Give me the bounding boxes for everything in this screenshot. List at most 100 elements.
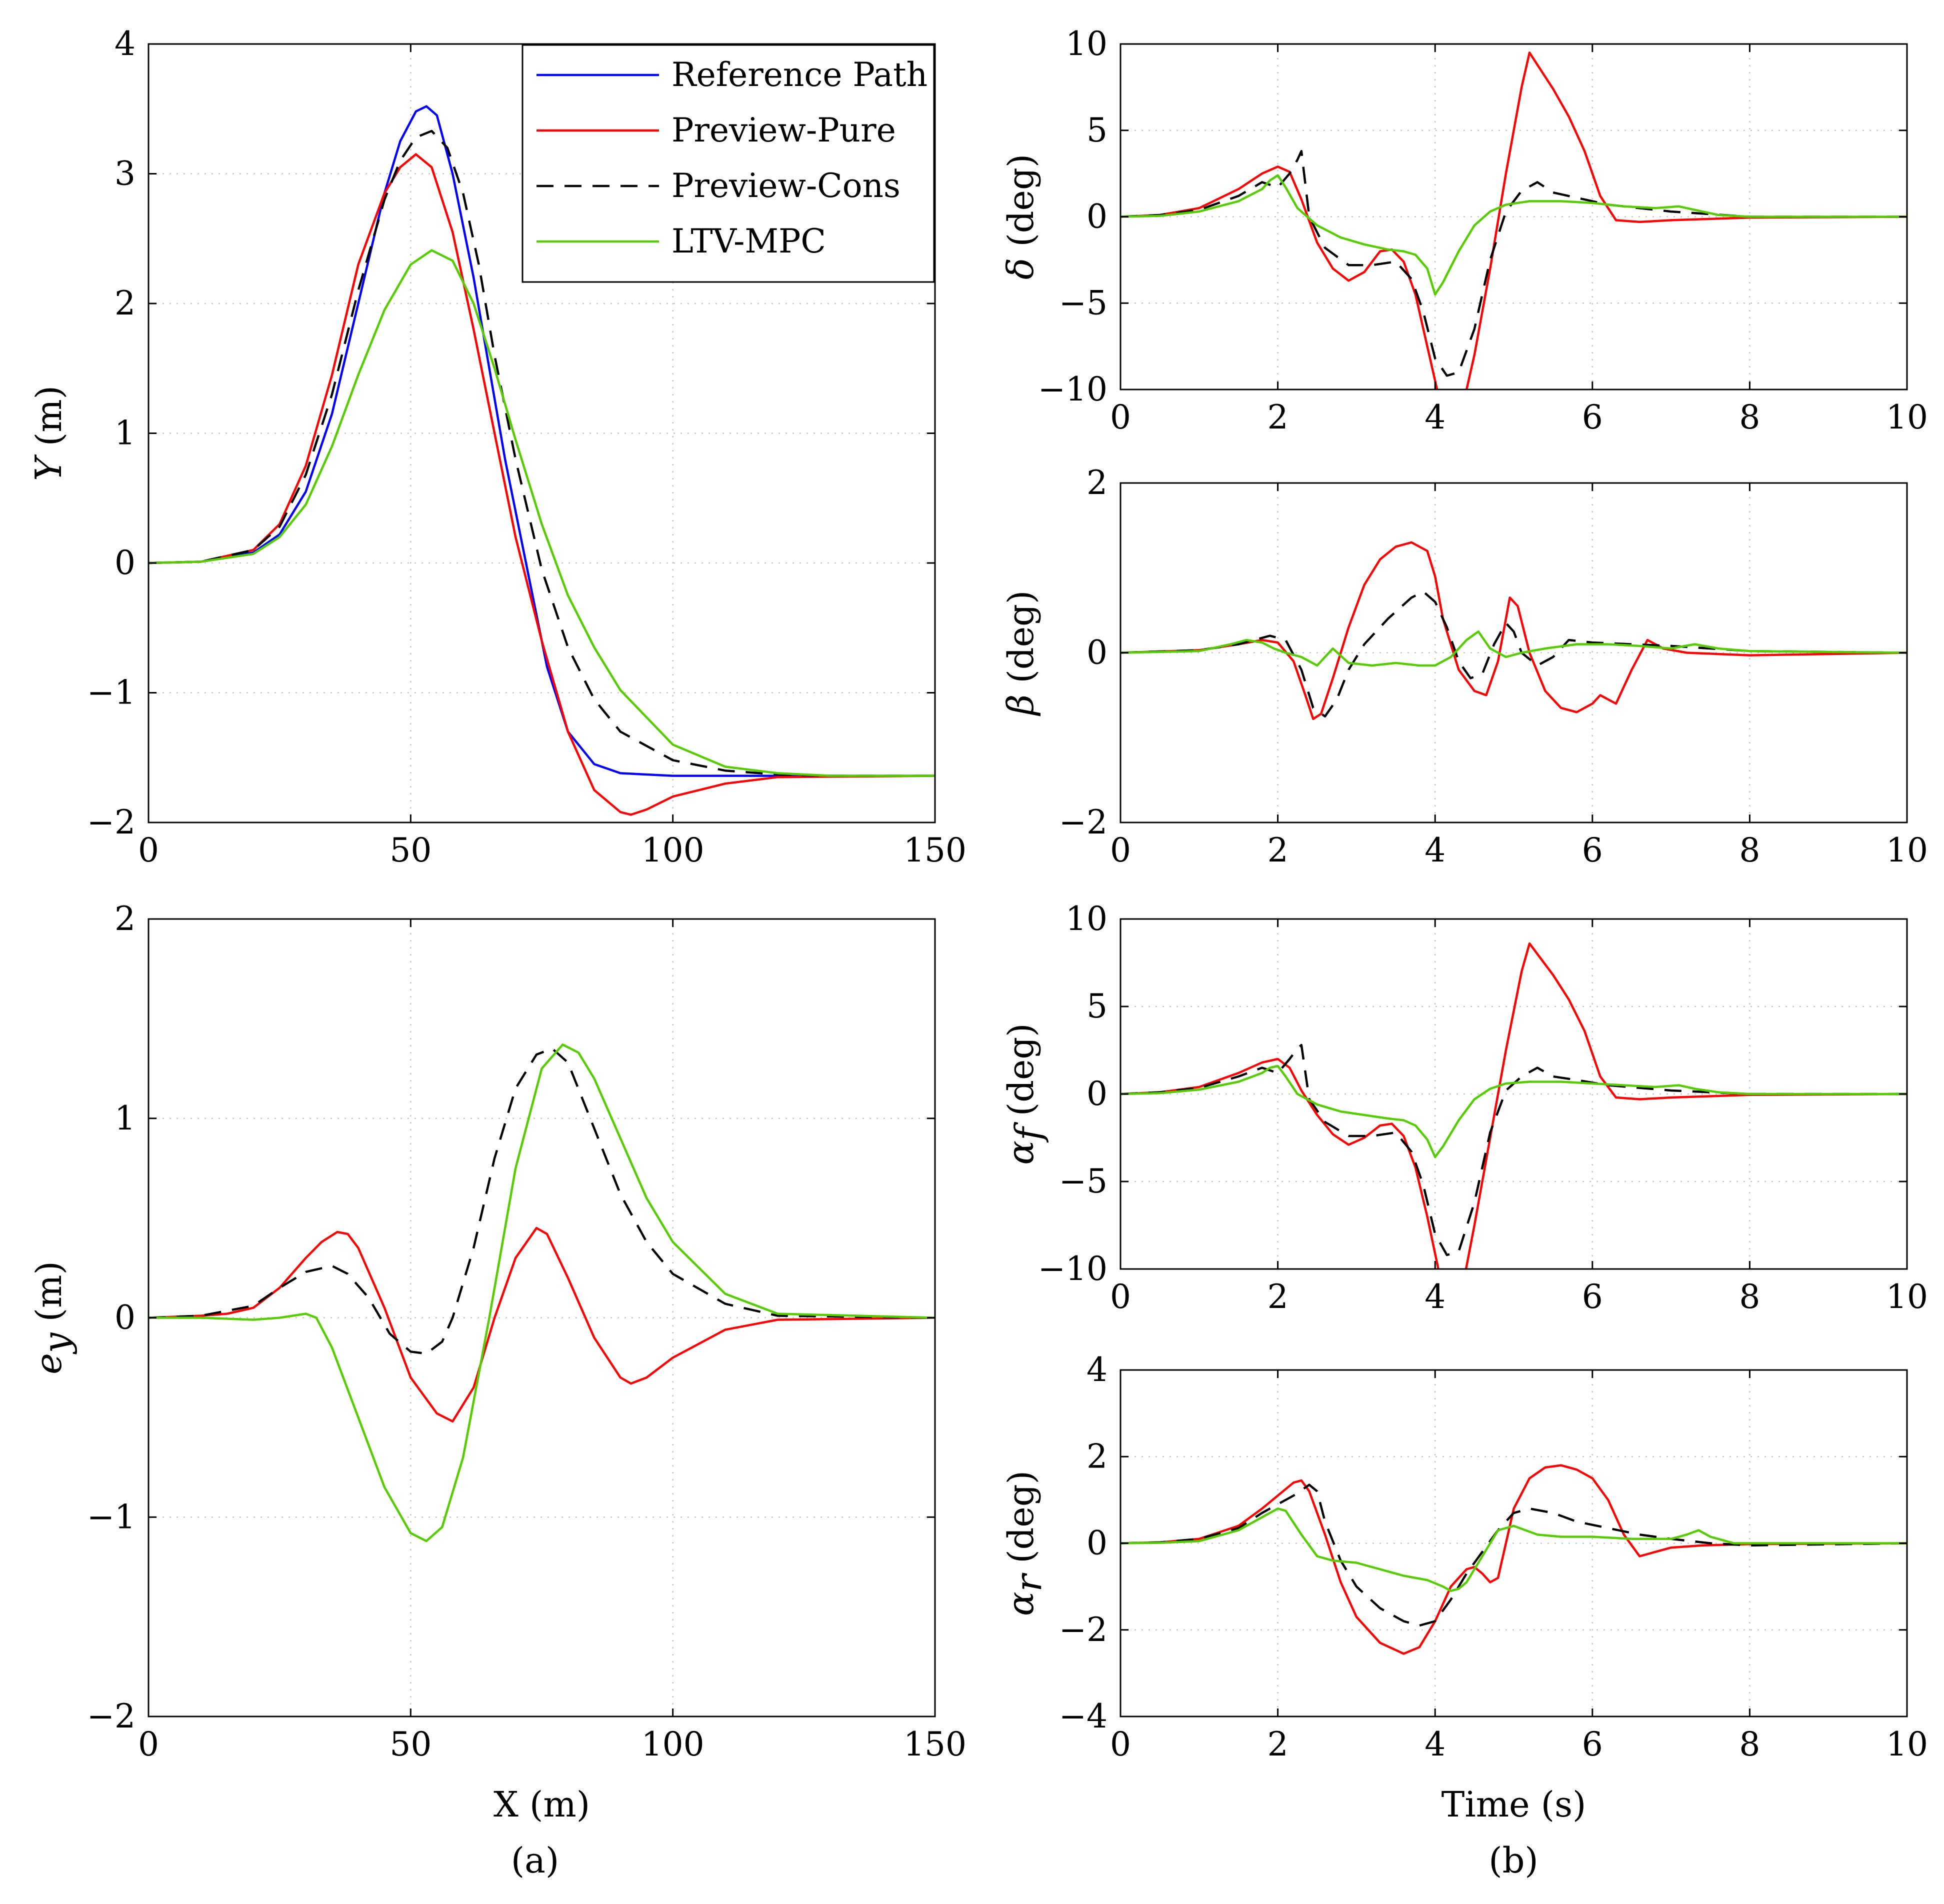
y-axis-label: β (deg) <box>1000 590 1042 717</box>
y-tick-label: 2 <box>1086 1437 1108 1476</box>
y-tick-label: 0 <box>1086 1074 1108 1113</box>
series-group <box>1120 541 1907 720</box>
y-tick-label: −2 <box>87 1697 136 1736</box>
y-axis-symbol: Y <box>28 454 70 481</box>
x-tick-label: 10 <box>1886 831 1928 870</box>
series-group <box>148 105 935 816</box>
series-line-pure <box>1120 541 1907 720</box>
y-tick-label: 4 <box>114 24 136 63</box>
series-line-ltv <box>148 1043 935 1542</box>
series-line-ltv <box>1120 630 1907 667</box>
x-tick-label: 4 <box>1424 831 1446 870</box>
x-tick-label: 150 <box>904 1725 966 1764</box>
x-tick-label: 10 <box>1886 1725 1928 1764</box>
y-tick-label: 5 <box>1086 987 1108 1026</box>
y-tick-label: −5 <box>1059 1162 1108 1200</box>
y-axis-symbol: δ <box>1000 258 1042 280</box>
x-tick-label: 2 <box>1268 831 1288 870</box>
x-tick-label: 6 <box>1582 398 1603 436</box>
legend-label-ltv: LTV-MPC <box>672 222 826 260</box>
y-axis-symbol: α <box>1000 1592 1042 1616</box>
series-line-cons <box>1120 1044 1907 1256</box>
y-axis-label: Y (m) <box>28 386 70 481</box>
x-tick-label: 8 <box>1739 831 1760 870</box>
y-axis-unit: (deg) <box>1000 590 1042 694</box>
x-tick-label: 2 <box>1268 398 1288 436</box>
series-line-ltv <box>1120 174 1907 296</box>
y-tick-label: −10 <box>1038 370 1108 408</box>
x-tick-label: 50 <box>390 1725 432 1764</box>
y-axis-label: αf (deg) <box>1000 1023 1050 1164</box>
y-tick-label: −4 <box>1059 1697 1108 1736</box>
x-tick-label: 8 <box>1739 1278 1760 1316</box>
y-axis-label: ey (m) <box>28 1261 78 1374</box>
legend: Reference Path Preview-Pure Preview-Cons LT… <box>522 44 935 283</box>
series-line-ltv <box>1120 1507 1907 1592</box>
series-group <box>1120 52 1907 390</box>
y-tick-label: −1 <box>87 674 136 712</box>
x-tick-label: 8 <box>1739 1725 1760 1764</box>
y-tick-label: 0 <box>1086 1524 1108 1562</box>
y-tick-label: 2 <box>114 900 136 938</box>
y-tick-label: −2 <box>87 803 136 842</box>
y-tick-label: 0 <box>114 544 136 582</box>
plot-y-vs-x: 0 50 100 150 −2 −1 0 1 2 3 4 Y (m) <box>28 24 966 870</box>
series-line-cons <box>1120 1484 1907 1627</box>
x-tick-label: 0 <box>138 1725 159 1764</box>
y-tick-label: −10 <box>1038 1250 1108 1288</box>
series-line-pure <box>1120 1464 1907 1655</box>
x-axis-label: X (m) <box>494 1784 590 1825</box>
y-axis-unit: (deg) <box>1000 154 1042 258</box>
y-tick-label: 4 <box>1086 1350 1108 1389</box>
y-tick-label: 1 <box>114 1099 136 1138</box>
y-axis-symbol: β <box>1000 694 1042 717</box>
y-axis-unit: (m) <box>28 1261 70 1332</box>
x-tick-label: 8 <box>1739 398 1760 436</box>
series-group <box>148 1043 935 1542</box>
caption-a: (a) <box>511 1840 559 1881</box>
x-tick-label: 0 <box>1110 831 1131 870</box>
y-axis-label: δ (deg) <box>1000 154 1042 280</box>
legend-label-reference: Reference Path <box>672 56 928 94</box>
x-tick-label: 150 <box>904 831 966 870</box>
x-tick-label: 6 <box>1582 831 1603 870</box>
y-tick-label: 0 <box>114 1298 136 1337</box>
x-tick-label: 0 <box>138 831 159 870</box>
y-tick-label: −5 <box>1059 284 1108 322</box>
legend-label-cons: Preview-Cons <box>672 166 900 205</box>
y-tick-label: 10 <box>1066 24 1108 63</box>
plot-front-slip-angle: 0 2 4 6 8 10 −10 −5 0 5 10 αf (deg) <box>1000 900 1928 1316</box>
y-tick-label: 1 <box>114 414 136 452</box>
y-axis-unit: (m) <box>28 386 70 457</box>
y-tick-label: −2 <box>1059 803 1108 842</box>
legend-label-pure: Preview-Pure <box>672 111 896 150</box>
y-axis-unit: (deg) <box>1000 1023 1042 1127</box>
x-tick-label: 2 <box>1268 1725 1288 1764</box>
series-line-pure <box>1120 52 1907 390</box>
y-tick-label: 2 <box>114 284 136 322</box>
x-axis-label: Time (s) <box>1442 1784 1586 1825</box>
y-tick-label: −1 <box>87 1498 136 1536</box>
y-tick-label: −2 <box>1059 1610 1108 1649</box>
y-tick-label: 0 <box>1086 634 1108 672</box>
y-tick-label: 5 <box>1086 111 1108 150</box>
plot-lateral-error: 0 50 100 150 −2 −1 0 1 2 ey (m) X (m) <box>28 900 966 1825</box>
y-axis-symbol: α <box>1000 1140 1042 1165</box>
plot-steering-angle: 0 2 4 6 8 10 −10 −5 0 5 10 δ (deg) <box>1000 24 1928 436</box>
series-line-pure <box>1120 942 1907 1269</box>
y-tick-label: 2 <box>1086 464 1108 502</box>
series-line-ltv <box>1120 1064 1907 1158</box>
series-line-pure <box>148 1226 935 1423</box>
series-group <box>1120 942 1907 1269</box>
series-line-cons <box>1120 150 1907 377</box>
y-axis-subscript: r <box>1008 1572 1050 1592</box>
x-tick-label: 0 <box>1110 1278 1131 1316</box>
x-tick-label: 100 <box>642 1725 704 1764</box>
y-tick-label: 0 <box>1086 198 1108 236</box>
series-line-cons <box>1120 590 1907 718</box>
y-axis-label: αr (deg) <box>1000 1470 1050 1616</box>
x-tick-label: 100 <box>642 831 704 870</box>
x-tick-label: 6 <box>1582 1278 1603 1316</box>
series-line-cons <box>148 1047 935 1355</box>
